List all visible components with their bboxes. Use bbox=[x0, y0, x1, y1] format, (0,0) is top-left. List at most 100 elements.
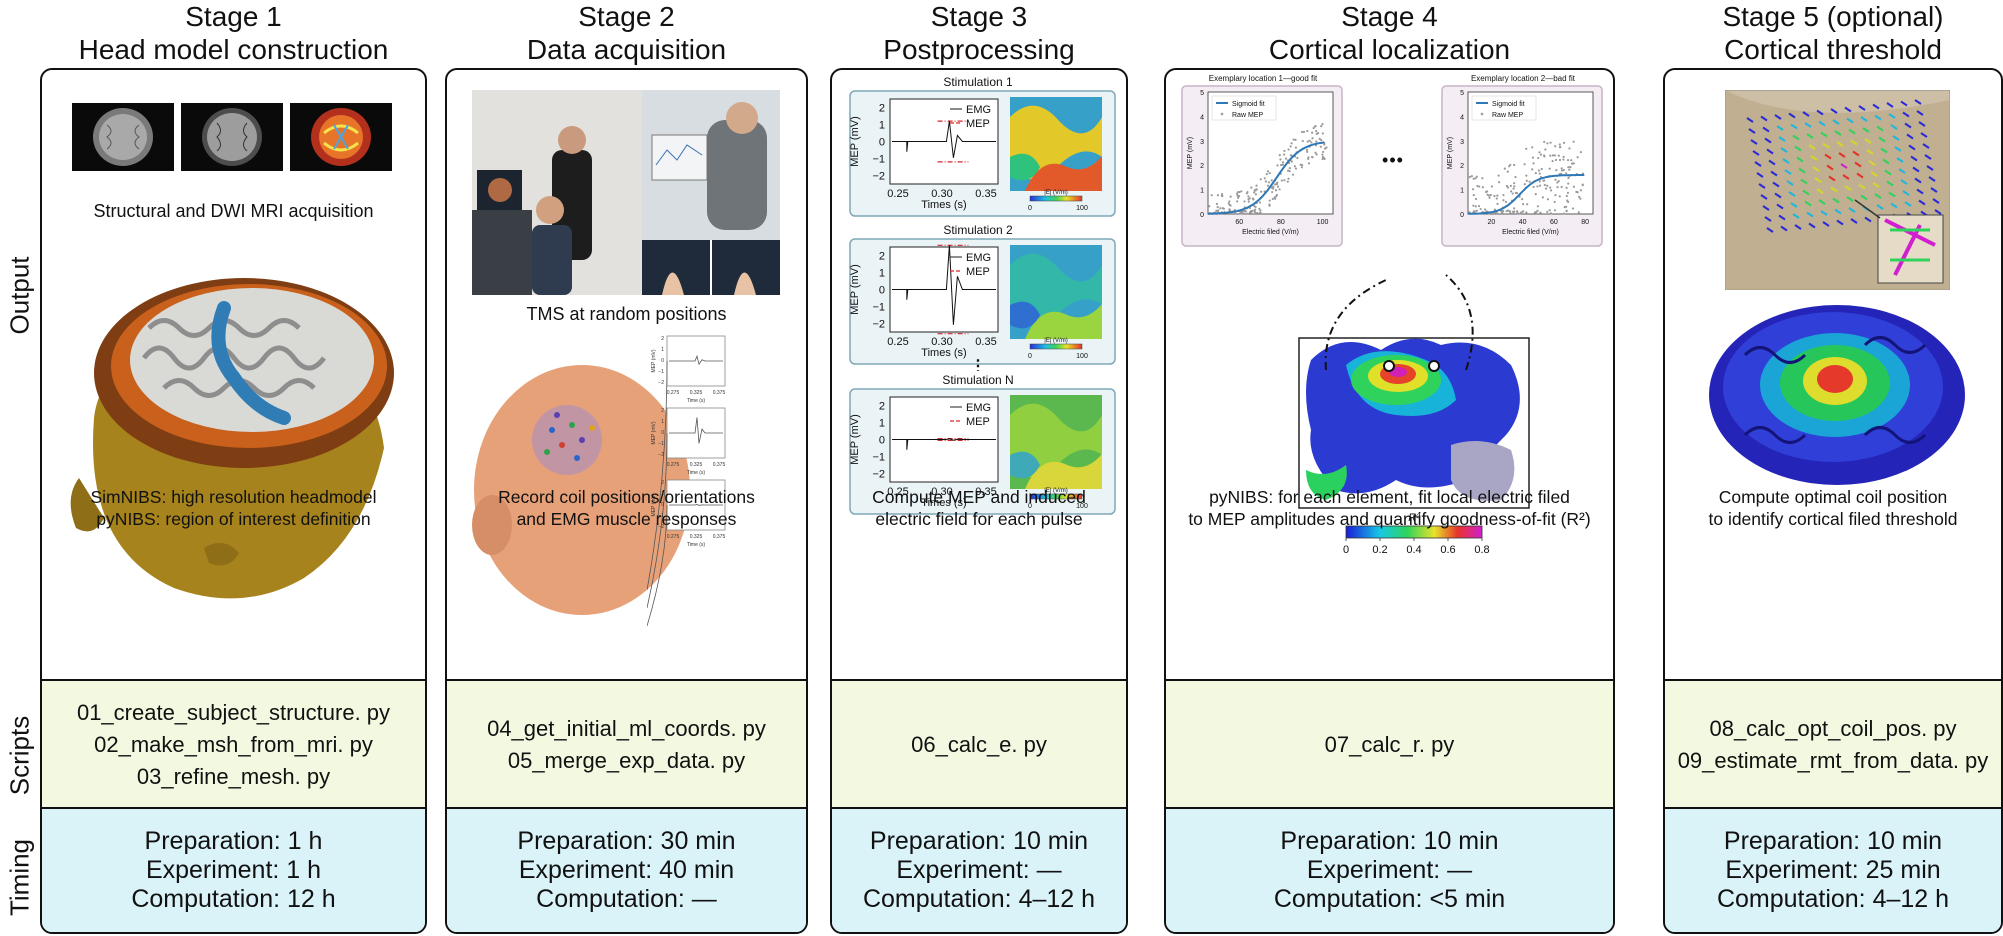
stage-4-column: Exemplary location 1—good fit 5 4 3 2 1 0 60 80 1… bbox=[1164, 68, 1615, 934]
raw-mep-point bbox=[1311, 137, 1314, 140]
raw-mep-point bbox=[1231, 212, 1234, 215]
mini-xtick: 0.275 bbox=[667, 462, 680, 468]
raw-mep-point bbox=[1566, 200, 1570, 203]
timing-experiment: Experiment: 40 min bbox=[518, 856, 735, 884]
raw-mep-point bbox=[1544, 148, 1547, 151]
coil-position-arrow bbox=[1918, 121, 1926, 127]
coil-position-arrow bbox=[1752, 150, 1760, 156]
emg-ytick: −1 bbox=[872, 154, 885, 166]
raw-mep-point bbox=[1323, 147, 1327, 150]
raw-mep-point bbox=[1265, 172, 1268, 176]
coil-position-arrow bbox=[1844, 106, 1852, 113]
legend-raw-label: Raw MEP bbox=[1492, 112, 1523, 119]
raw-mep-point bbox=[1539, 211, 1542, 214]
raw-mep-point bbox=[1506, 186, 1510, 189]
raw-mep-point bbox=[1525, 211, 1528, 214]
coil-position-arrow bbox=[1778, 214, 1786, 221]
coil-position-arrow bbox=[1900, 179, 1908, 185]
colorbar-tick: 0 bbox=[1028, 205, 1032, 212]
raw-mep-point bbox=[1315, 153, 1318, 156]
r2-tick-label: 0.6 bbox=[1440, 544, 1455, 556]
raw-mep-point bbox=[1273, 196, 1276, 199]
stage-5-title: Stage 5 (optional) Cortical threshold bbox=[1722, 1, 1944, 65]
raw-mep-point bbox=[1514, 175, 1517, 179]
efield-colorbar bbox=[1029, 493, 1083, 500]
coil-position-arrow bbox=[1902, 190, 1910, 196]
raw-mep-point bbox=[1537, 169, 1541, 172]
mini-ytick: 2 bbox=[661, 336, 664, 342]
raw-mep-point bbox=[1566, 191, 1570, 194]
r2-tick-label: 0.8 bbox=[1474, 544, 1489, 556]
coil-position-arrow bbox=[1804, 122, 1812, 128]
coil-position-arrow bbox=[1810, 155, 1818, 161]
raw-mep-point bbox=[1234, 212, 1237, 215]
raw-mep-point bbox=[1490, 185, 1493, 188]
timing-preparation: Preparation: 10 min bbox=[869, 827, 1089, 855]
raw-mep-point bbox=[1502, 209, 1505, 213]
raw-mep-point bbox=[1307, 162, 1311, 165]
raw-mep-point bbox=[1502, 199, 1505, 202]
coil-position-arrow bbox=[1886, 102, 1894, 108]
raw-mep-point bbox=[1579, 189, 1582, 192]
legend-raw-swatch bbox=[1220, 112, 1224, 116]
fit-xtick: 60 bbox=[1550, 219, 1558, 226]
raw-mep-point bbox=[1310, 141, 1313, 144]
coil-position-arrow bbox=[1804, 200, 1812, 207]
fit-xtick: 20 bbox=[1488, 219, 1496, 226]
colorbar-label: |E| (V/m) bbox=[1044, 338, 1067, 344]
raw-mep-point bbox=[1504, 200, 1508, 203]
stage-3-timing: Preparation: 10 min Experiment: — Comput… bbox=[832, 807, 1126, 932]
coil-position-arrow bbox=[1852, 150, 1860, 157]
raw-mep-point bbox=[1228, 200, 1231, 203]
sigmoid-fit-line bbox=[1208, 141, 1325, 215]
coil-position-arrow bbox=[1776, 125, 1784, 131]
stage-3-output-text: Compute MEP and induced electric field f… bbox=[872, 487, 1086, 529]
raw-mep-point bbox=[1510, 190, 1513, 193]
raw-mep-point bbox=[1300, 130, 1304, 134]
coil-position-arrow bbox=[1808, 222, 1816, 229]
r2-tick-label: 0 bbox=[1343, 544, 1349, 556]
coil-position-arrow bbox=[1910, 155, 1918, 162]
mini-ylabel: MEP (mV) bbox=[651, 349, 657, 372]
coil-position-arrow bbox=[1798, 167, 1806, 174]
raw-mep-point bbox=[1558, 146, 1562, 149]
timing-computation: Computation: <5 min bbox=[1273, 885, 1506, 913]
stimulation-title: Stimulation N bbox=[942, 373, 1013, 387]
raw-mep-point bbox=[1259, 178, 1262, 181]
raw-mep-point bbox=[1315, 132, 1318, 136]
coil-position-arrow bbox=[1872, 103, 1880, 110]
raw-mep-point bbox=[1536, 209, 1539, 212]
emg-ytick: 2 bbox=[879, 103, 885, 115]
emg-xlabel: Times (s) bbox=[921, 199, 966, 211]
emg-ytick: −1 bbox=[872, 452, 885, 464]
raw-mep-point bbox=[1264, 180, 1267, 183]
raw-mep-point bbox=[1321, 150, 1325, 154]
raw-mep-point bbox=[1549, 141, 1552, 144]
mini-emg-trace bbox=[669, 503, 723, 506]
legend-mep-label: MEP bbox=[966, 416, 990, 428]
stage-5-column: Compute optimal coil position to identif… bbox=[1663, 68, 2003, 934]
mini-ytick: −1 bbox=[658, 513, 664, 519]
coil-position-arrow bbox=[1774, 192, 1782, 199]
coil-position-arrow bbox=[1834, 208, 1842, 215]
coil-position-arrow bbox=[1874, 193, 1882, 199]
raw-mep-point bbox=[1483, 208, 1487, 211]
fit-xtick: 80 bbox=[1277, 219, 1285, 226]
raw-mep-point bbox=[1266, 184, 1270, 187]
raw-mep-point bbox=[1220, 194, 1224, 197]
raw-mep-point bbox=[1508, 210, 1512, 213]
raw-mep-point bbox=[1314, 151, 1317, 154]
timing-computation: Computation: 4–12 h bbox=[1716, 885, 1950, 913]
coil-position-arrow bbox=[1864, 138, 1872, 144]
fit-ytick: 5 bbox=[1460, 90, 1464, 97]
raw-mep-point bbox=[1558, 143, 1561, 146]
coil-position-arrow bbox=[1754, 161, 1762, 167]
coil-position-arrow bbox=[1900, 100, 1908, 107]
tms-caption: TMS at random positions bbox=[526, 304, 727, 324]
raw-mep-point bbox=[1255, 184, 1258, 187]
row-label-timing: Timing bbox=[4, 838, 35, 917]
coil-position-arrow bbox=[1806, 133, 1814, 139]
mini-ytick: 1 bbox=[661, 419, 664, 425]
raw-mep-point bbox=[1486, 193, 1489, 196]
legend-raw-swatch bbox=[1480, 112, 1484, 116]
